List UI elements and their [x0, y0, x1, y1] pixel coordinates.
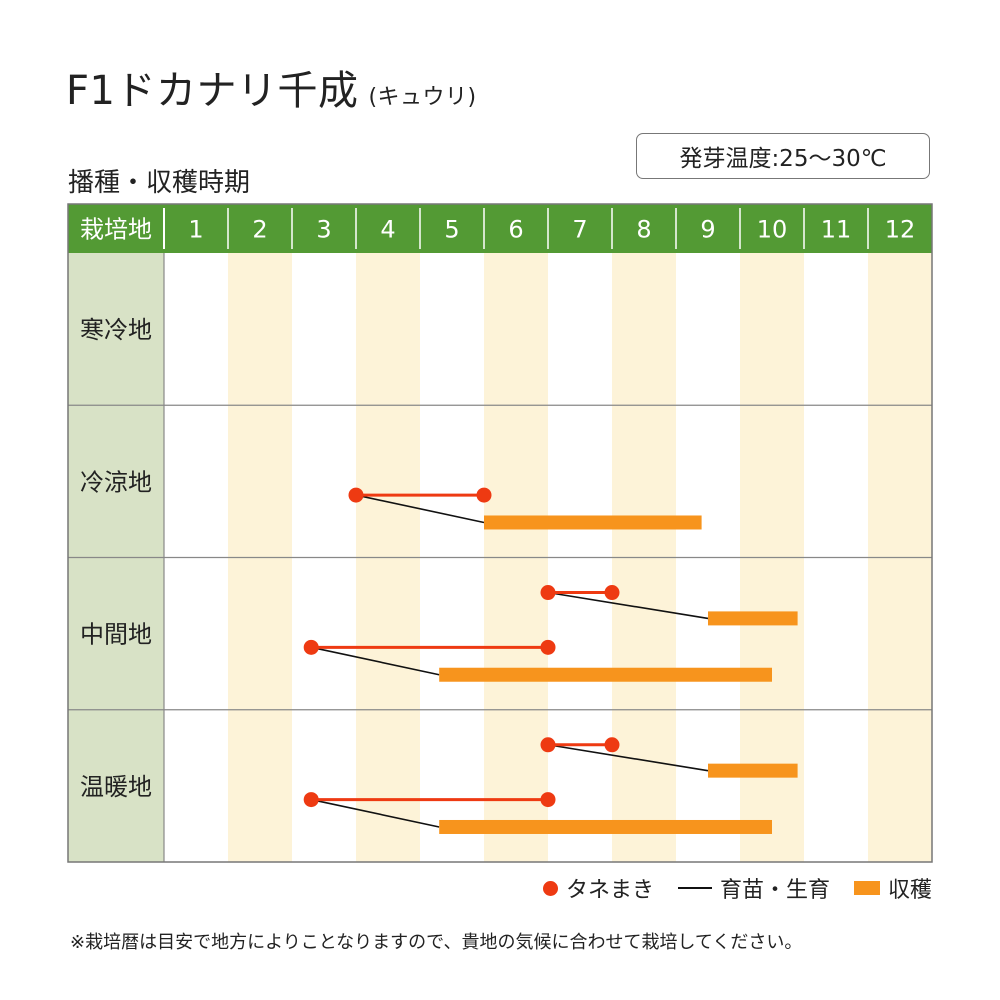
harvest-bar — [439, 819, 772, 834]
region-cell-1 — [68, 405, 164, 558]
region-cell-0 — [68, 253, 164, 406]
legend-raising: 育苗・生育 — [677, 872, 830, 904]
raising-line — [547, 591, 709, 620]
harvest-bar — [708, 763, 798, 778]
raising-line — [311, 646, 440, 676]
sowing-marker-icon — [542, 880, 558, 896]
raising-line — [355, 494, 485, 524]
sowing-end-dot — [540, 639, 556, 655]
legend-raising-label: 育苗・生育 — [719, 878, 830, 903]
sowing-start-dot — [303, 792, 319, 808]
region-label: 温暖地 — [80, 773, 152, 801]
month-label-2: 2 — [252, 216, 267, 244]
month-label-6: 6 — [508, 216, 523, 244]
footnote: ※栽培暦は目安で地方によりことなりますので、貴地の気候に合わせて栽培してください… — [70, 932, 803, 953]
raising-line — [311, 798, 440, 828]
region-label: 寒冷地 — [80, 316, 152, 344]
month-label-10: 10 — [757, 216, 788, 244]
month-label-4: 4 — [380, 216, 395, 244]
title-subtitle: (キュウリ) — [368, 85, 477, 110]
region-cell-2 — [68, 557, 164, 710]
sowing-end-dot — [604, 737, 620, 753]
sowing-start-dot — [540, 737, 556, 753]
harvest-bar — [484, 515, 702, 530]
month-label-7: 7 — [572, 216, 587, 244]
sowing-end-dot — [476, 487, 492, 503]
sowing-end-dot — [540, 792, 556, 808]
harvest-bar — [439, 667, 772, 682]
region-cell-3 — [68, 709, 164, 862]
legend: タネまき 育苗・生育 収穫 — [519, 872, 932, 904]
chart-title: F1ドカナリ千成 (キュウリ) — [66, 58, 477, 116]
month-label-3: 3 — [316, 216, 331, 244]
month-label-1: 1 — [188, 216, 203, 244]
header-row-bg — [68, 204, 932, 253]
region-label: 冷涼地 — [80, 468, 152, 496]
table-border — [67, 203, 933, 863]
raising-line — [547, 743, 709, 772]
section-title: 播種・収穫時期 — [68, 168, 251, 198]
month-label-11: 11 — [821, 216, 852, 244]
legend-harvest-label: 収穫 — [887, 878, 932, 903]
sowing-end-dot — [604, 585, 620, 601]
title-main: F1ドカナリ千成 — [66, 68, 359, 114]
germination-temperature-box: 発芽温度:25〜30℃ — [636, 133, 930, 179]
germination-temperature-label: 発芽温度:25〜30℃ — [679, 146, 887, 172]
month-label-12: 12 — [885, 216, 916, 244]
legend-sowing: タネまき — [542, 872, 654, 904]
harvest-bar — [708, 611, 798, 626]
raising-line-icon — [677, 887, 712, 889]
month-label-9: 9 — [700, 216, 715, 244]
legend-harvest: 収穫 — [853, 872, 932, 904]
legend-sowing-label: タネまき — [565, 878, 654, 903]
region-label: 中間地 — [80, 621, 152, 649]
sowing-start-dot — [540, 585, 556, 601]
sowing-start-dot — [303, 639, 319, 655]
sowing-start-dot — [348, 487, 364, 503]
month-label-8: 8 — [636, 216, 651, 244]
month-label-5: 5 — [444, 216, 459, 244]
harvest-bar-icon — [853, 881, 880, 895]
header-region-label: 栽培地 — [80, 216, 152, 244]
